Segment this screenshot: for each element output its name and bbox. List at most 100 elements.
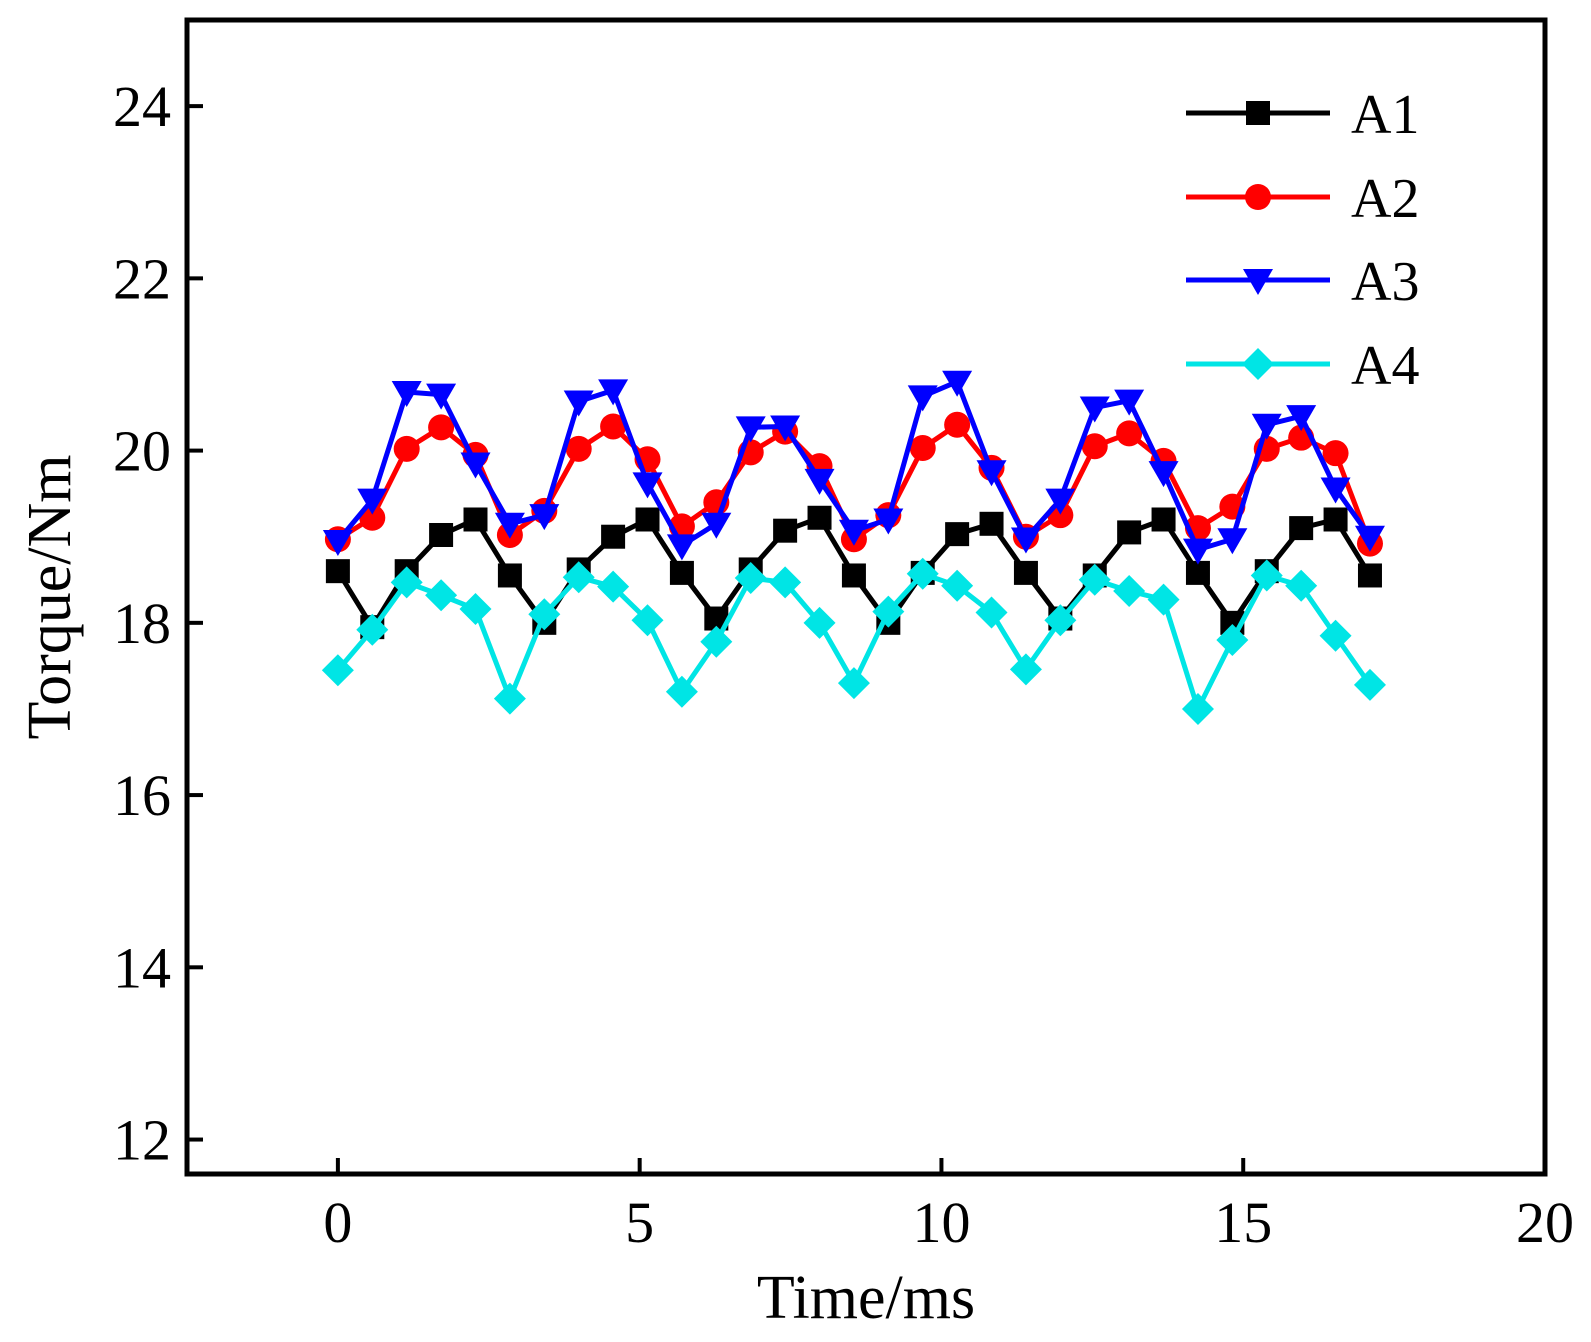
data-point-a1 [463, 507, 488, 532]
x-tick-label: 10 [912, 1190, 970, 1255]
plot-frame [184, 17, 1548, 1177]
legend-item-a2: A2 [1186, 168, 1419, 230]
data-point-a4 [597, 570, 630, 603]
data-point-a1 [325, 559, 350, 584]
data-point-a3 [1148, 461, 1179, 488]
data-point-a4 [1285, 569, 1318, 602]
data-point-a1 [979, 511, 1004, 536]
y-tick-label: 24 [113, 74, 171, 139]
series-a4 [321, 557, 1386, 725]
legend-marker [1245, 184, 1271, 210]
data-point-a3 [735, 416, 766, 443]
data-point-a3 [460, 452, 491, 479]
data-point-a1 [669, 560, 694, 585]
data-point-a4 [562, 561, 595, 594]
data-point-a1 [945, 522, 970, 547]
data-point-a1 [1013, 560, 1038, 585]
data-point-a2 [1322, 440, 1349, 467]
data-point-a3 [666, 534, 697, 561]
data-point-a1 [1117, 520, 1142, 545]
data-point-a3 [563, 390, 594, 417]
data-point-a3 [873, 508, 904, 535]
legend-marker [1243, 269, 1273, 295]
data-point-a1 [1357, 563, 1382, 588]
data-point-a1 [1289, 516, 1314, 541]
data-point-a4 [493, 682, 526, 715]
data-point-a3 [701, 512, 732, 539]
y-tick-label: 20 [113, 419, 171, 484]
data-point-a2 [909, 435, 936, 462]
data-point-a4 [631, 604, 664, 637]
legend: A1 A2 A3 A4 [1186, 84, 1419, 397]
data-point-a4 [528, 598, 561, 631]
data-point-a4 [1353, 668, 1386, 701]
data-point-a4 [941, 569, 974, 602]
data-point-a1 [807, 505, 832, 530]
data-point-a3 [976, 460, 1007, 487]
data-point-a2 [565, 435, 592, 462]
data-point-a4 [1078, 563, 1111, 596]
legend-marker [1246, 101, 1270, 125]
data-point-a3 [1286, 405, 1317, 432]
series-a3 [322, 370, 1385, 565]
legend-item-a1: A1 [1186, 84, 1419, 146]
data-point-a3 [1320, 477, 1351, 504]
data-point-a3 [1010, 527, 1041, 554]
data-point-a4 [1113, 574, 1146, 607]
legend-label: A2 [1351, 168, 1419, 230]
data-point-a4 [459, 593, 492, 626]
data-point-a2 [1116, 420, 1143, 447]
axis-ticks: 0 5 10 15 20 12 14 16 18 20 22 24 [113, 74, 1574, 1255]
data-point-a3 [494, 512, 525, 539]
data-point-a4 [1319, 619, 1352, 652]
data-point-a4 [356, 613, 389, 646]
data-point-a3 [770, 415, 801, 442]
data-point-a4 [734, 562, 767, 595]
data-point-a3 [804, 468, 835, 495]
data-point-a3 [632, 472, 663, 499]
legend-label: A4 [1351, 335, 1419, 397]
data-point-a3 [598, 379, 629, 406]
legend-item-a3: A3 [1186, 251, 1419, 313]
data-point-a4 [1216, 624, 1249, 657]
data-point-a4 [665, 675, 698, 708]
data-point-a4 [906, 557, 939, 590]
data-point-a1 [1323, 507, 1348, 532]
data-point-a3 [1114, 389, 1145, 416]
y-tick-label: 22 [113, 246, 171, 311]
data-point-a3 [1079, 396, 1110, 423]
y-tick-label: 14 [113, 935, 171, 1000]
y-tick-label: 12 [113, 1108, 171, 1173]
data-point-a4 [321, 654, 354, 687]
data-point-a1 [601, 524, 626, 549]
x-axis-title: Time/ms [757, 1264, 975, 1332]
data-point-a4 [975, 596, 1008, 629]
data-point-a4 [1181, 692, 1214, 725]
data-point-a4 [390, 566, 423, 599]
data-point-a1 [1185, 560, 1210, 585]
data-point-a2 [428, 414, 455, 441]
data-point-a3 [391, 381, 422, 408]
x-tick-label: 15 [1214, 1190, 1272, 1255]
data-point-a1 [497, 563, 522, 588]
data-point-a2 [393, 435, 420, 462]
x-tick-label: 5 [625, 1190, 654, 1255]
data-point-a3 [322, 530, 353, 557]
data-point-a4 [803, 606, 836, 639]
data-point-a4 [700, 625, 733, 658]
data-point-a3 [1045, 488, 1076, 515]
data-point-a1 [841, 563, 866, 588]
data-point-a3 [907, 385, 938, 412]
y-tick-label: 18 [113, 591, 171, 656]
data-point-a3 [357, 488, 388, 515]
data-point-a3 [426, 383, 457, 410]
y-tick-label: 16 [113, 763, 171, 828]
x-tick-label: 0 [323, 1190, 352, 1255]
data-point-a2 [600, 413, 627, 440]
data-point-a4 [1009, 653, 1042, 686]
data-point-a3 [1182, 538, 1213, 565]
data-point-a3 [1251, 413, 1282, 440]
series-group [321, 370, 1386, 725]
data-point-a2 [1081, 433, 1108, 460]
